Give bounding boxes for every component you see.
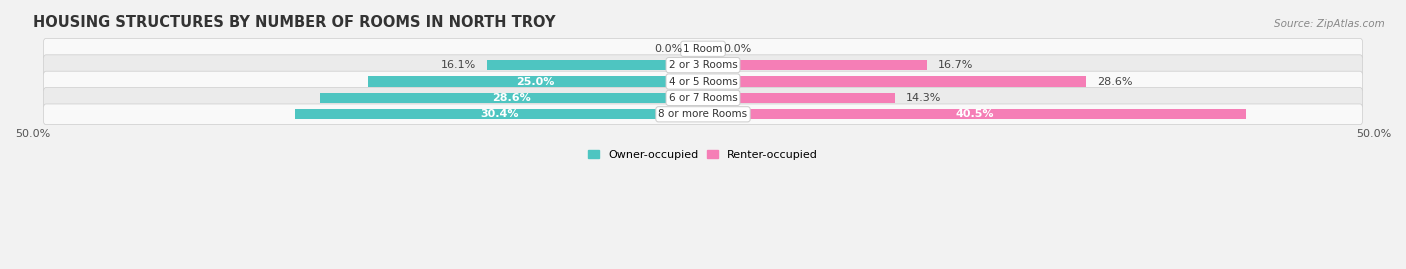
FancyBboxPatch shape [44,55,1362,76]
Text: 30.4%: 30.4% [479,109,519,119]
Bar [692,44,703,54]
Text: Source: ZipAtlas.com: Source: ZipAtlas.com [1274,19,1385,29]
Bar [295,109,703,119]
Text: 0.0%: 0.0% [655,44,683,54]
Text: 28.6%: 28.6% [1097,76,1133,87]
Bar [703,44,714,54]
Bar [486,60,703,70]
Text: 28.6%: 28.6% [492,93,530,103]
Text: 25.0%: 25.0% [516,76,554,87]
Bar [703,76,1087,87]
FancyBboxPatch shape [44,88,1362,108]
Text: 8 or more Rooms: 8 or more Rooms [658,109,748,119]
Legend: Owner-occupied, Renter-occupied: Owner-occupied, Renter-occupied [583,146,823,165]
Text: 0.0%: 0.0% [723,44,751,54]
Text: 16.1%: 16.1% [441,60,477,70]
Bar [703,93,894,103]
Bar [703,60,927,70]
Text: 1 Room: 1 Room [683,44,723,54]
FancyBboxPatch shape [44,71,1362,92]
FancyBboxPatch shape [44,104,1362,125]
Text: 4 or 5 Rooms: 4 or 5 Rooms [669,76,737,87]
FancyBboxPatch shape [44,38,1362,59]
Bar [703,109,1246,119]
Text: 14.3%: 14.3% [905,93,941,103]
Bar [319,93,703,103]
Text: HOUSING STRUCTURES BY NUMBER OF ROOMS IN NORTH TROY: HOUSING STRUCTURES BY NUMBER OF ROOMS IN… [32,15,555,30]
Text: 16.7%: 16.7% [938,60,973,70]
Bar [368,76,703,87]
Text: 2 or 3 Rooms: 2 or 3 Rooms [669,60,737,70]
Text: 40.5%: 40.5% [955,109,994,119]
Text: 6 or 7 Rooms: 6 or 7 Rooms [669,93,737,103]
